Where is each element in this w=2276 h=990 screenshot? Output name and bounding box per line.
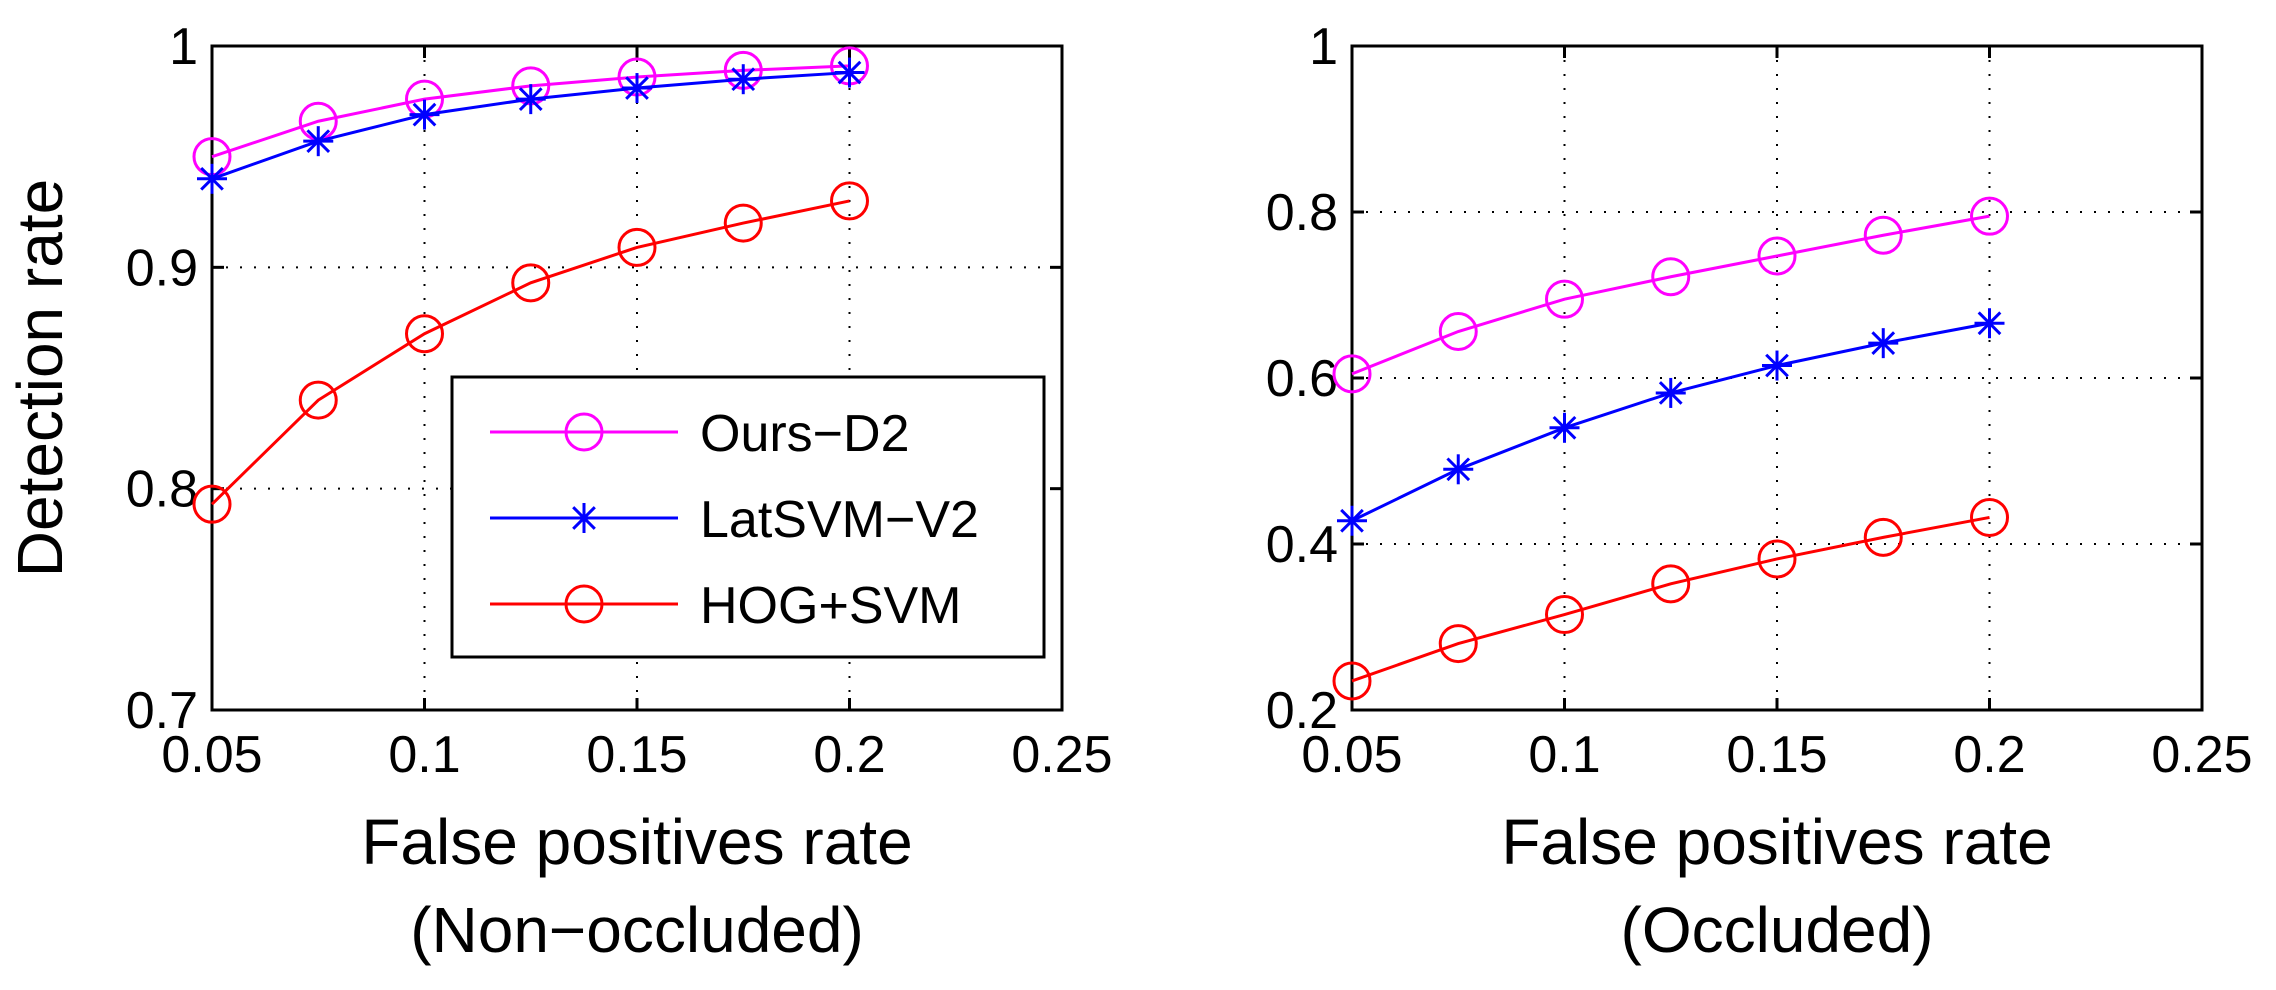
legend-marker [569,503,599,533]
y-tick-label: 0.8 [1266,184,1338,242]
y-axis-label: Detection rate [4,179,76,577]
data-point-0 [1332,354,1372,394]
legend-marker [564,584,604,624]
data-point-1 [515,84,546,115]
x-tick-label: 0.25 [1011,726,1112,784]
series-group [1332,196,2009,701]
x-tick-label: 0.1 [1528,726,1600,784]
legend-label: HOG+SVM [700,577,962,635]
data-point-1 [409,99,440,130]
data-point-0 [1970,196,2009,236]
data-point-1 [1443,454,1474,485]
legend-label: LatSVM−V2 [700,491,979,549]
data-point-1 [303,126,334,157]
data-point-1 [197,163,227,194]
series-line-2 [210,199,850,506]
data-point-0 [1545,279,1584,319]
x-axis-label: False positives rate [361,806,912,878]
data-point-1 [1655,377,1686,408]
data-point-2 [1332,661,1372,701]
data-point-2 [1438,624,1478,664]
data-point-2 [617,227,657,267]
data-point-1 [1868,328,1899,359]
data-point-1 [1762,350,1792,381]
data-point-2 [723,203,763,243]
data-point-2 [1863,517,1903,557]
grid-lines [212,46,1062,710]
data-point-1 [834,57,865,88]
chart-occluded: 0.05 0.1 0.15 0.2 0.25 0.2 0.4 0.6 0.8 1 False po… [1266,18,2253,966]
data-point-2 [192,484,232,524]
series-line-0 [1351,214,1990,376]
y-tick-label: 0.8 [126,461,198,519]
grid-lines [1352,46,2202,710]
axis-ticks: 0.05 0.1 0.15 0.2 0.25 0.2 0.4 0.6 0.8 1 [1266,18,2253,784]
legend-item: HOG+SVM [490,577,962,635]
y-tick-label: 1 [169,18,198,76]
x-tick-label: 0.25 [2151,726,2252,784]
data-point-0 [1863,215,1903,255]
data-point-2 [1970,497,2009,537]
x-axis-sublabel: (Non−occluded) [410,894,864,966]
x-tick-label: 0.15 [1726,726,1827,784]
legend-item: LatSVM−V2 [490,491,979,549]
data-point-1 [1974,308,2005,339]
legend-label: Ours−D2 [700,405,910,463]
legend-marker [564,412,604,452]
data-point-0 [1438,312,1478,352]
series-group [192,46,869,524]
legend: Ours−D2 LatSVM−V2 HOG+SVM [450,375,1046,659]
axis-ticks: 0.05 0.1 0.15 0.2 0.25 0.7 0.8 0.9 1 [126,18,1113,784]
x-tick-label: 0.15 [586,726,687,784]
data-point-1 [622,73,652,104]
y-tick-label: 0.2 [1266,682,1338,740]
data-point-2 [1651,564,1691,604]
data-point-2 [405,314,444,354]
x-tick-label: 0.05 [1301,726,1402,784]
x-tick-label: 0.2 [813,726,885,784]
data-point-1 [728,64,759,95]
x-axis-sublabel: (Occluded) [1621,894,1934,966]
x-axis-label: False positives rate [1501,806,2052,878]
y-tick-label: 0.4 [1266,516,1338,574]
x-tick-label: 0.2 [1953,726,2025,784]
data-point-2 [1545,595,1584,635]
y-tick-label: 0.9 [126,239,198,297]
chart-non-occluded: 0.05 0.1 0.15 0.2 0.25 0.7 0.8 0.9 1 False posit… [4,18,1113,966]
y-tick-label: 0.6 [1266,350,1338,408]
x-tick-label: 0.05 [161,726,262,784]
legend-item: Ours−D2 [490,405,910,463]
data-point-1 [1337,505,1367,536]
data-point-1 [1549,412,1580,443]
y-tick-label: 0.7 [126,682,198,740]
data-point-2 [298,380,338,420]
data-point-2 [830,181,869,221]
x-tick-label: 0.1 [388,726,460,784]
data-point-0 [1651,257,1691,297]
y-tick-label: 1 [1309,18,1338,76]
data-point-0 [1757,236,1797,276]
data-point-2 [1757,539,1797,579]
series-line-2 [1351,515,1990,683]
data-point-2 [511,263,551,303]
